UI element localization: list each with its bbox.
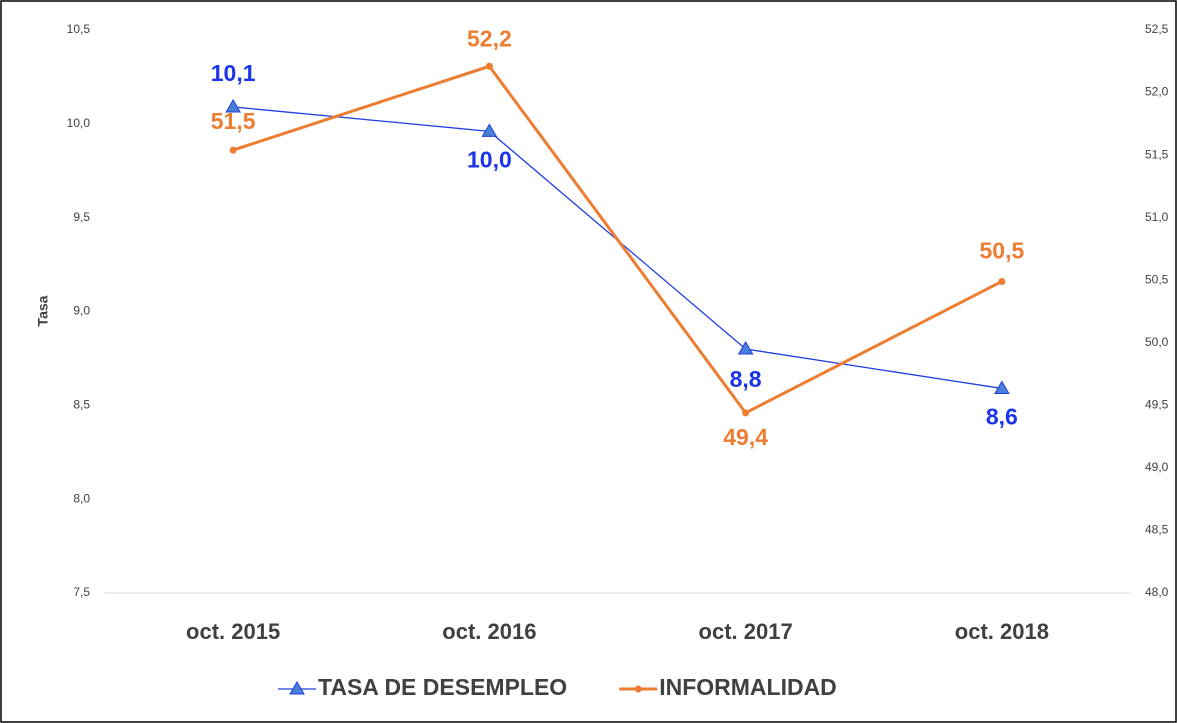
data-label: 8,8: [730, 366, 762, 392]
data-point: [998, 277, 1006, 285]
data-label: 10,1: [211, 60, 256, 86]
data-point: [742, 409, 750, 417]
series-line: [232, 64, 1003, 415]
y-tick-label: 10,5: [67, 22, 91, 36]
y-tick-label: 7,5: [73, 585, 90, 599]
y2-tick-label: 48,5: [1145, 523, 1169, 537]
y-axis-title: Tasa: [35, 295, 51, 326]
y-tick-label: 10,0: [67, 116, 91, 130]
x-tick-label: oct. 2015: [186, 619, 280, 644]
y2-tick-label: 51,0: [1145, 210, 1169, 224]
data-point: [229, 146, 237, 154]
data-point: [481, 123, 498, 137]
data-label: 52,2: [467, 25, 512, 51]
y-tick-label: 9,0: [73, 304, 90, 318]
y2-tick-label: 49,0: [1145, 460, 1169, 474]
legend-marker: [634, 685, 642, 693]
data-label: 50,5: [979, 238, 1024, 264]
x-tick-label: oct. 2018: [955, 619, 1049, 644]
data-point: [737, 341, 754, 355]
legend-label: TASA DE DESEMPLEO: [318, 674, 567, 700]
x-tick-label: oct. 2016: [442, 619, 536, 644]
y2-tick-label: 48,0: [1145, 585, 1169, 599]
data-label: 51,5: [211, 108, 256, 134]
legend-label: INFORMALIDAD: [659, 674, 837, 700]
y-tick-label: 9,5: [73, 210, 90, 224]
y-tick-label: 8,5: [73, 398, 90, 412]
legend-marker: [289, 681, 305, 695]
data-point: [225, 98, 241, 113]
data-point: [994, 380, 1010, 394]
y2-tick-label: 52,0: [1145, 85, 1169, 99]
data-label: 49,4: [723, 424, 768, 450]
data-label: 8,6: [986, 404, 1018, 430]
y2-tick-label: 51,5: [1145, 147, 1169, 161]
y2-tick-label: 50,5: [1145, 272, 1169, 286]
y-tick-label: 8,0: [73, 491, 90, 505]
data-label: 10,0: [467, 146, 512, 172]
y2-tick-label: 50,0: [1145, 335, 1169, 349]
y2-tick-label: 49,5: [1145, 398, 1169, 412]
y2-tick-label: 52,5: [1145, 22, 1169, 36]
data-point: [485, 62, 493, 70]
x-tick-label: oct. 2017: [699, 619, 793, 644]
